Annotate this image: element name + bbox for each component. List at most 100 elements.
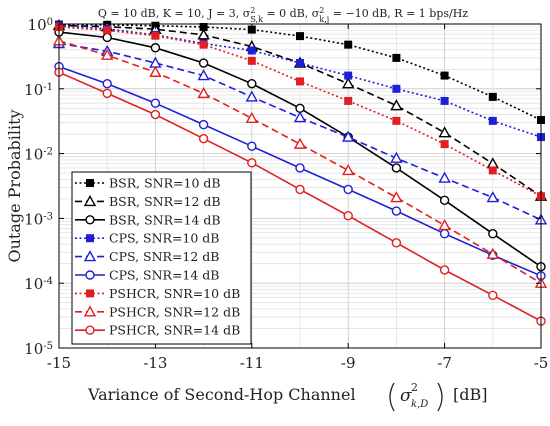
svg-text:2: 2 xyxy=(411,381,418,394)
data-point xyxy=(342,77,355,89)
legend-entry: BSR, SNR=14 dB xyxy=(75,212,221,227)
data-point xyxy=(488,92,497,101)
data-point xyxy=(247,56,256,65)
data-point xyxy=(198,119,209,130)
data-point xyxy=(439,265,450,275)
data-point xyxy=(245,90,258,102)
chart-title: Q = 10 dB, K = 10, J = 3, σ2 S,k = 0 dB, … xyxy=(98,6,468,24)
data-point xyxy=(295,103,305,114)
legend-label: PSHCR, SNR=12 dB xyxy=(109,304,240,319)
data-point xyxy=(102,88,112,99)
legend-marker xyxy=(86,234,94,243)
legend-entry: BSR, SNR=12 dB xyxy=(75,194,221,209)
legend-entry: CPS, SNR=12 dB xyxy=(75,249,220,264)
y-tick-label: 10-3 xyxy=(24,210,53,228)
data-point xyxy=(103,26,112,35)
data-point xyxy=(391,238,402,248)
data-point xyxy=(344,96,353,105)
y-tick-label: 10-4 xyxy=(24,275,53,293)
data-point xyxy=(486,247,499,259)
data-point xyxy=(197,28,210,40)
data-point xyxy=(486,191,499,203)
data-point xyxy=(488,290,498,301)
y-tick-label: 10-2 xyxy=(24,146,53,164)
data-point xyxy=(102,32,112,43)
data-point xyxy=(293,111,307,123)
data-point xyxy=(344,40,353,49)
data-point xyxy=(391,206,402,216)
data-point xyxy=(102,78,112,89)
data-point xyxy=(438,171,451,183)
data-point xyxy=(439,229,450,239)
data-point xyxy=(247,141,257,151)
x-axis-label: Variance of Second-Hop Channel σ 2 k,D [… xyxy=(87,381,487,412)
svg-text:σ: σ xyxy=(400,386,412,406)
data-point xyxy=(343,211,353,221)
svg-text:[dB]: [dB] xyxy=(453,385,487,404)
data-point xyxy=(438,218,451,231)
data-point xyxy=(245,111,258,124)
data-point xyxy=(390,151,403,163)
data-point xyxy=(150,109,161,120)
data-point xyxy=(488,166,497,175)
legend-marker xyxy=(83,305,97,317)
y-tick-label: 10-1 xyxy=(24,81,53,99)
data-point xyxy=(151,31,160,40)
legend-label: PSHCR, SNR=10 dB xyxy=(109,286,240,301)
data-point xyxy=(488,229,498,239)
data-point xyxy=(101,48,114,60)
legend-label: CPS, SNR=12 dB xyxy=(109,249,220,264)
tick-labels: -15 -13 -11 -9 -7 -5 100 10-1 10-2 10-3 10-4 10-5 xyxy=(24,16,548,372)
svg-text:Variance of Second-Hop Channel: Variance of Second-Hop Channel xyxy=(87,385,356,404)
data-point xyxy=(293,137,307,149)
x-tick-label: -9 xyxy=(341,354,356,372)
series-6 xyxy=(55,22,545,201)
data-point xyxy=(344,71,353,80)
data-point xyxy=(197,86,210,99)
plot-frame xyxy=(58,23,542,349)
legend-entry: PSHCR, SNR=12 dB xyxy=(75,304,240,319)
data-point xyxy=(295,163,305,173)
data-point xyxy=(247,158,257,168)
legend-label: BSR, SNR=14 dB xyxy=(109,212,221,227)
data-point xyxy=(296,32,304,41)
legend-label: BSR, SNR=10 dB xyxy=(109,176,221,191)
legend-entry: BSR, SNR=10 dB xyxy=(75,176,221,191)
data-point xyxy=(198,133,209,144)
data-point xyxy=(247,46,256,55)
legend-marker xyxy=(86,179,94,187)
legend-marker xyxy=(85,325,95,335)
x-tick-label: -7 xyxy=(437,354,452,372)
data-point xyxy=(440,140,449,149)
data-point xyxy=(440,96,449,105)
y-axis-label: Outage Probability xyxy=(5,109,24,262)
data-point xyxy=(390,99,403,111)
series-8 xyxy=(54,67,546,326)
data-point xyxy=(390,191,403,203)
svg-text:k,D: k,D xyxy=(411,399,428,410)
legend-label: PSHCR, SNR=14 dB xyxy=(109,323,240,338)
data-point xyxy=(488,116,497,125)
legend-entry: PSHCR, SNR=10 dB xyxy=(75,286,240,301)
x-tick-label: -5 xyxy=(534,354,549,372)
data-point xyxy=(296,59,304,68)
data-point xyxy=(342,163,355,176)
legend-marker xyxy=(83,194,97,207)
data-point xyxy=(392,53,401,62)
legend-marker xyxy=(86,289,94,298)
legend-marker xyxy=(85,215,95,225)
legend-label: BSR, SNR=12 dB xyxy=(109,194,221,209)
legend-marker xyxy=(85,270,95,280)
x-tick-label: -11 xyxy=(240,354,264,372)
data-point xyxy=(343,184,353,195)
data-point xyxy=(392,116,401,125)
x-tick-label: -13 xyxy=(143,354,167,372)
legend-entry: PSHCR, SNR=14 dB xyxy=(75,323,240,338)
series-2 xyxy=(54,27,546,272)
data-point xyxy=(342,130,355,142)
legend-entry: CPS, SNR=14 dB xyxy=(75,268,220,283)
x-tick-label: -15 xyxy=(47,354,71,372)
data-point xyxy=(439,195,450,206)
legend-label: CPS, SNR=10 dB xyxy=(109,231,220,246)
